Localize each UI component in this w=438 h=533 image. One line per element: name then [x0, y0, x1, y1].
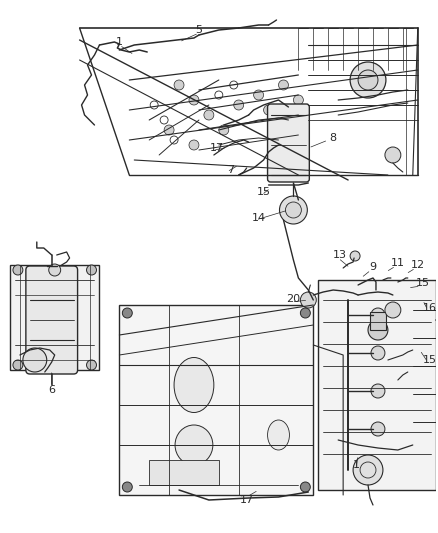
Circle shape [300, 308, 311, 318]
Text: 13: 13 [333, 250, 347, 260]
Bar [318, 280, 436, 490]
Text: 17: 17 [210, 143, 224, 153]
Circle shape [350, 251, 360, 261]
Text: 1: 1 [116, 37, 123, 47]
Text: 15: 15 [257, 187, 271, 197]
Text: 12: 12 [411, 260, 425, 270]
Text: 20: 20 [286, 294, 300, 304]
Circle shape [87, 265, 96, 275]
Text: 6: 6 [48, 385, 55, 395]
Circle shape [385, 147, 401, 163]
Circle shape [122, 482, 132, 492]
Circle shape [350, 62, 386, 98]
Circle shape [264, 105, 273, 115]
Polygon shape [10, 265, 99, 370]
Circle shape [279, 80, 289, 90]
Circle shape [87, 360, 96, 370]
Circle shape [13, 265, 23, 275]
Text: 14: 14 [251, 213, 266, 223]
Text: 7: 7 [227, 165, 234, 175]
Circle shape [189, 140, 199, 150]
Circle shape [358, 70, 378, 90]
Bar [149, 460, 219, 485]
Text: 11: 11 [391, 258, 405, 268]
Circle shape [300, 482, 311, 492]
Circle shape [279, 196, 307, 224]
Ellipse shape [175, 425, 213, 465]
FancyBboxPatch shape [26, 266, 78, 374]
Text: 15: 15 [423, 355, 437, 365]
Bar [120, 305, 313, 495]
Text: 15: 15 [416, 278, 430, 288]
Circle shape [164, 125, 174, 135]
Ellipse shape [268, 420, 290, 450]
Circle shape [189, 95, 199, 105]
Circle shape [23, 348, 47, 372]
Circle shape [300, 292, 316, 308]
Text: 16: 16 [423, 303, 437, 313]
Text: 9: 9 [369, 262, 377, 272]
Circle shape [122, 308, 132, 318]
Circle shape [368, 320, 388, 340]
FancyBboxPatch shape [268, 104, 309, 182]
Circle shape [371, 422, 385, 436]
Text: 17: 17 [240, 495, 254, 505]
Circle shape [353, 455, 383, 485]
Text: 5: 5 [195, 25, 202, 35]
Circle shape [293, 95, 304, 105]
Circle shape [13, 360, 23, 370]
Circle shape [234, 100, 244, 110]
Text: 8: 8 [330, 133, 337, 143]
Circle shape [219, 125, 229, 135]
Circle shape [371, 384, 385, 398]
Circle shape [254, 90, 264, 100]
Circle shape [371, 346, 385, 360]
Circle shape [49, 264, 61, 276]
Ellipse shape [174, 358, 214, 413]
Circle shape [385, 302, 401, 318]
Circle shape [204, 110, 214, 120]
Circle shape [371, 308, 385, 322]
Circle shape [286, 202, 301, 218]
Text: 1: 1 [353, 460, 360, 470]
Bar [370, 312, 386, 330]
Circle shape [174, 80, 184, 90]
